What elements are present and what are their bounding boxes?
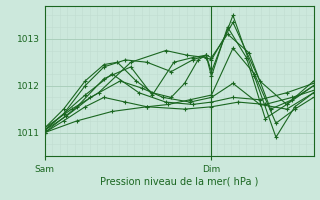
X-axis label: Pression niveau de la mer( hPa ): Pression niveau de la mer( hPa ): [100, 177, 258, 187]
